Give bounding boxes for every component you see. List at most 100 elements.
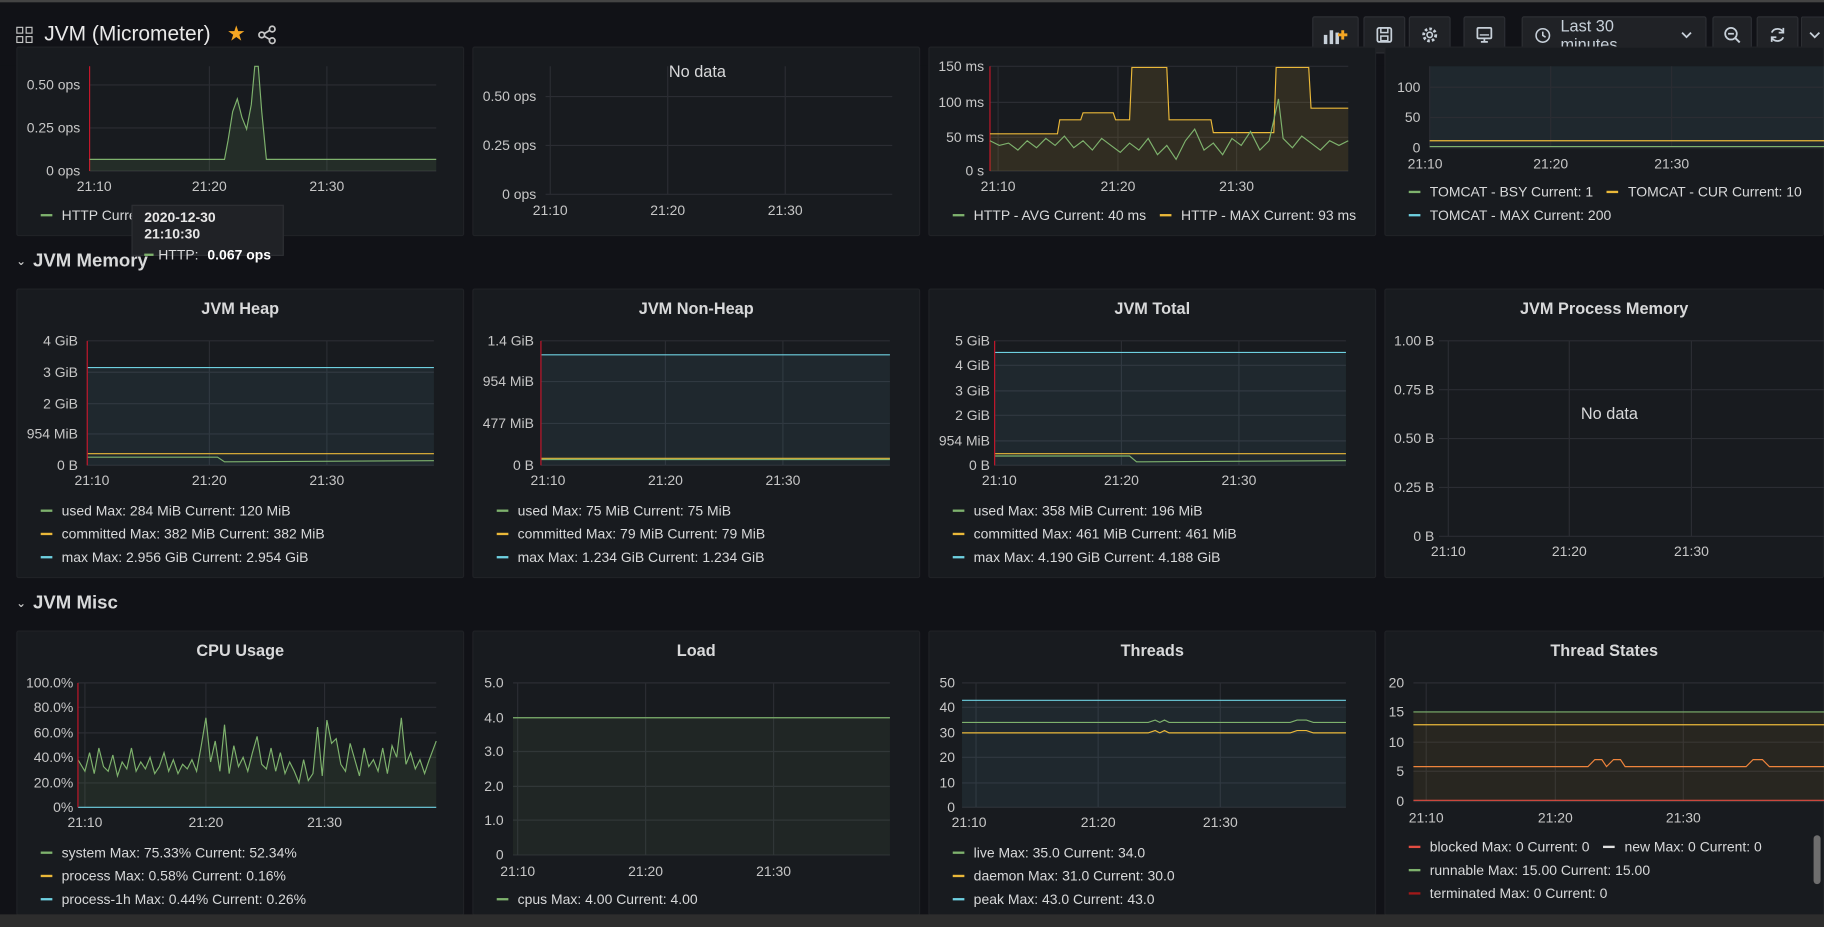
row-jvm-memory[interactable]: ⌄ JVM Memory: [16, 251, 148, 272]
dashboard-title[interactable]: JVM (Micrometer): [44, 22, 211, 46]
legend: live Max: 35.0 Current: 34.0 daemon Max:…: [952, 841, 1175, 911]
y-tick: 80.0%: [34, 699, 74, 715]
legend-item-terminated[interactable]: terminated Max: 0 Current: 0: [1408, 882, 1776, 905]
y-tick: 20: [1389, 675, 1405, 691]
y-tick: 5 GiB: [955, 333, 990, 349]
chart-area: 20 15 10 5 0 21:10 21:20 21:30: [1389, 675, 1824, 825]
y-tick: 150 ms: [938, 58, 984, 74]
legend-item-process[interactable]: process Max: 0.58% Current: 0.16%: [40, 864, 306, 887]
x-tick: 21:10: [500, 863, 535, 879]
legend-item-runnable[interactable]: runnable Max: 15.00 Current: 15.00: [1408, 859, 1776, 882]
y-tick: 0.75 B: [1394, 381, 1434, 397]
panel-cpu-usage[interactable]: CPU Usage 100.0% 80.0% 60.0% 40.0% 20.0%…: [16, 630, 465, 916]
legend-item-live[interactable]: live Max: 35.0 Current: 34.0: [952, 841, 1175, 864]
series-live: [962, 719, 1346, 724]
panel-jvm-heap[interactable]: JVM Heap 4 GiB 3 GiB 2 GiB 954 MiB 0 B 2…: [16, 288, 465, 579]
y-tick: 0%: [53, 799, 73, 815]
legend-item-peak[interactable]: peak Max: 43.0 Current: 43.0: [952, 888, 1175, 911]
panel-tomcat-threads[interactable]: 100 50 0 21:10 21:20 21:30 TOMCAT - BSY …: [1384, 46, 1824, 237]
panel-http-latency[interactable]: 150 ms 100 ms 50 ms 0 s 21:10 21:20 21:3…: [928, 46, 1377, 237]
legend-item-blocked[interactable]: blocked Max: 0 Current: 0: [1408, 835, 1590, 858]
series-http-avg: [989, 98, 1349, 161]
legend-item-cpus[interactable]: cpus Max: 4.00 Current: 4.00: [496, 888, 698, 911]
y-tick: 954 MiB: [939, 433, 990, 449]
legend-item-max[interactable]: max Max: 4.190 GiB Current: 4.188 GiB: [952, 546, 1237, 569]
grid-icon[interactable]: [16, 26, 33, 43]
y-tick: 0.50 ops: [483, 88, 537, 104]
legend-item-used[interactable]: used Max: 358 MiB Current: 196 MiB: [952, 499, 1237, 522]
panel-load[interactable]: Load 5.0 4.0 3.0 2.0 1.0 0 21:10 21:20 2…: [472, 630, 921, 916]
legend-item-tomcat-bsy[interactable]: TOMCAT - BSY Current: 1: [1408, 180, 1593, 203]
panel-http-errors[interactable]: 0.50 ops 0.25 ops 0 ops 21:10 21:20 21:3…: [472, 46, 921, 237]
y-tick: 5: [1396, 763, 1404, 779]
x-tick: 21:10: [1408, 156, 1443, 172]
y-tick: 0.50 B: [1394, 430, 1434, 446]
y-tick: 1.0: [484, 812, 504, 828]
x-tick: 21:20: [192, 472, 227, 488]
share-icon[interactable]: [257, 24, 278, 45]
panel-jvm-process-memory[interactable]: JVM Process Memory 1.00 B 0.75 B 0.50 B …: [1384, 288, 1824, 579]
legend-item-new[interactable]: new Max: 0 Current: 0: [1603, 835, 1762, 858]
scrollbar-thumb[interactable]: [1813, 835, 1821, 885]
y-tick: 3 GiB: [955, 383, 990, 399]
y-tick: 1.4 GiB: [487, 333, 533, 349]
y-tick: 0 ops: [502, 186, 536, 202]
legend: blocked Max: 0 Current: 0 new Max: 0 Cur…: [1408, 835, 1776, 905]
legend: used Max: 75 MiB Current: 75 MiB committ…: [496, 499, 765, 569]
chart-area: 50 40 30 20 10 0 21:10 21:20 21:30: [940, 675, 1346, 830]
chart-area: 5 GiB 4 GiB 3 GiB 2 GiB 954 MiB 0 B 21:1…: [939, 333, 1346, 488]
y-tick: 60.0%: [34, 725, 74, 741]
chart-area: 150 ms 100 ms 50 ms 0 s 21:10 21:20 21:3…: [938, 58, 1349, 194]
y-tick: 50 ms: [946, 129, 984, 145]
legend-item-max[interactable]: max Max: 2.956 GiB Current: 2.954 GiB: [40, 546, 325, 569]
y-tick: 3.0: [484, 743, 504, 759]
y-tick: 0 B: [1413, 528, 1434, 544]
legend-item-committed[interactable]: committed Max: 382 MiB Current: 382 MiB: [40, 522, 325, 545]
x-tick: 21:20: [188, 814, 223, 830]
chart-area: 5.0 4.0 3.0 2.0 1.0 0 21:10 21:20 21:30: [484, 675, 890, 879]
legend-item-tomcat-cur[interactable]: TOMCAT - CUR Current: 10: [1607, 180, 1802, 203]
x-tick: 21:30: [765, 472, 800, 488]
legend-item-http-max[interactable]: HTTP - MAX Current: 93 ms: [1160, 204, 1356, 227]
chart-area: 100 50 0 21:10 21:20 21:30: [1397, 66, 1824, 172]
panel-threads[interactable]: Threads 50 40 30 20 10 0 21:10 21:20 21:…: [928, 630, 1377, 916]
y-tick: 40: [940, 699, 956, 715]
legend-item-http-avg[interactable]: HTTP - AVG Current: 40 ms: [952, 204, 1146, 227]
panel-title: CPU Usage: [196, 640, 285, 660]
y-tick: 40.0%: [34, 749, 74, 765]
panel-jvm-non-heap[interactable]: JVM Non-Heap 1.4 GiB 954 MiB 477 MiB 0 B…: [472, 288, 921, 579]
row-jvm-misc[interactable]: ⌄ JVM Misc: [16, 593, 118, 614]
y-tick: 2.0: [484, 778, 504, 794]
tooltip-row: HTTP: 0.067 ops: [144, 247, 271, 263]
legend-item-used[interactable]: used Max: 284 MiB Current: 120 MiB: [40, 499, 325, 522]
x-tick: 21:20: [192, 178, 227, 194]
legend-item-http[interactable]: HTTP Curre: [40, 204, 137, 227]
panel-title: Load: [676, 640, 716, 660]
panel-http-rate[interactable]: 0.50 ops 0.25 ops 0 ops 21:10 21:20 21:3…: [16, 46, 465, 237]
x-tick: 21:10: [74, 472, 109, 488]
series-daemon: [962, 729, 1346, 734]
series-system: [77, 717, 437, 785]
y-tick: 0.25 ops: [27, 120, 81, 136]
series-http: [89, 65, 437, 160]
tv-icon: [1476, 27, 1493, 43]
y-tick: 20: [940, 749, 956, 765]
star-icon[interactable]: ★: [226, 22, 246, 46]
legend-item-committed[interactable]: committed Max: 461 MiB Current: 461 MiB: [952, 522, 1237, 545]
x-tick: 21:10: [981, 178, 1016, 194]
y-tick: 20.0%: [34, 775, 74, 791]
y-tick: 2 GiB: [955, 407, 990, 423]
legend-item-max[interactable]: max Max: 1.234 GiB Current: 1.234 GiB: [496, 546, 765, 569]
legend-item-used[interactable]: used Max: 75 MiB Current: 75 MiB: [496, 499, 765, 522]
legend-item-committed[interactable]: committed Max: 79 MiB Current: 79 MiB: [496, 522, 765, 545]
legend-item-tomcat-max[interactable]: TOMCAT - MAX Current: 200: [1408, 204, 1816, 227]
chart-area: 1.00 B 0.75 B 0.50 B 0.25 B 0 B 21:10 21…: [1394, 333, 1824, 559]
chart-area: 100.0% 80.0% 60.0% 40.0% 20.0% 0% 21:10 …: [26, 675, 437, 830]
legend-item-daemon[interactable]: daemon Max: 31.0 Current: 30.0: [952, 864, 1175, 887]
os-taskbar: [0, 914, 1824, 927]
legend-item-process-1h[interactable]: process-1h Max: 0.44% Current: 0.26%: [40, 888, 306, 911]
y-tick: 0: [947, 799, 955, 815]
legend-item-system[interactable]: system Max: 75.33% Current: 52.34%: [40, 841, 306, 864]
panel-thread-states[interactable]: Thread States 20 15 10 5 0 21:10 21:20 2…: [1384, 630, 1824, 916]
panel-jvm-total[interactable]: JVM Total 5 GiB 4 GiB 3 GiB 2 GiB 954 Mi…: [928, 288, 1377, 579]
